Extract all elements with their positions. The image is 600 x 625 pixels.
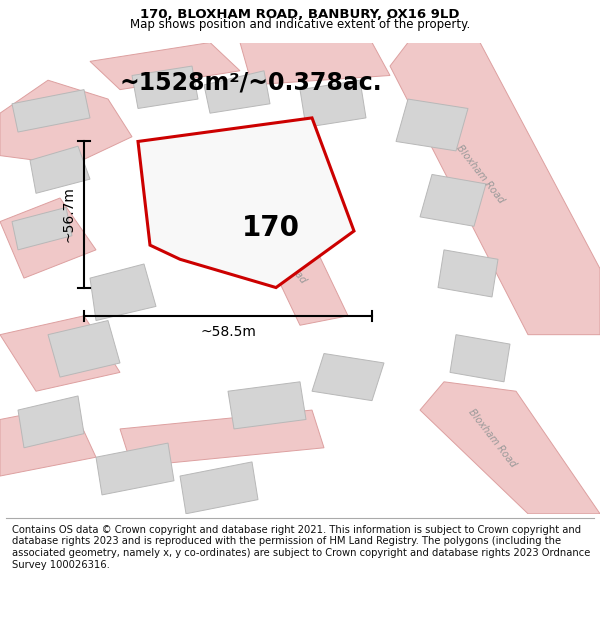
Polygon shape bbox=[90, 264, 156, 321]
Polygon shape bbox=[228, 382, 306, 429]
Polygon shape bbox=[312, 354, 384, 401]
Polygon shape bbox=[180, 462, 258, 514]
Polygon shape bbox=[228, 165, 348, 325]
Polygon shape bbox=[30, 146, 90, 193]
Text: Map shows position and indicative extent of the property.: Map shows position and indicative extent… bbox=[130, 18, 470, 31]
Polygon shape bbox=[420, 382, 600, 514]
Polygon shape bbox=[0, 316, 120, 391]
Polygon shape bbox=[12, 208, 72, 250]
Polygon shape bbox=[240, 42, 390, 85]
Polygon shape bbox=[204, 71, 270, 113]
Polygon shape bbox=[438, 250, 498, 297]
Polygon shape bbox=[96, 443, 174, 495]
Polygon shape bbox=[396, 99, 468, 151]
Text: Bloxham Road: Bloxham Road bbox=[466, 408, 518, 469]
Polygon shape bbox=[132, 66, 198, 109]
Polygon shape bbox=[300, 80, 366, 128]
Polygon shape bbox=[390, 42, 600, 334]
Polygon shape bbox=[0, 80, 132, 165]
Polygon shape bbox=[90, 42, 240, 89]
Polygon shape bbox=[420, 174, 486, 226]
Polygon shape bbox=[48, 321, 120, 377]
Text: Contains OS data © Crown copyright and database right 2021. This information is : Contains OS data © Crown copyright and d… bbox=[12, 525, 590, 569]
Text: 170, BLOXHAM ROAD, BANBURY, OX16 9LD: 170, BLOXHAM ROAD, BANBURY, OX16 9LD bbox=[140, 8, 460, 21]
Polygon shape bbox=[18, 396, 84, 448]
Text: ~56.7m: ~56.7m bbox=[61, 187, 75, 242]
Text: ~1528m²/~0.378ac.: ~1528m²/~0.378ac. bbox=[120, 71, 383, 95]
Polygon shape bbox=[0, 406, 96, 476]
Text: 170: 170 bbox=[242, 214, 300, 242]
Text: ~58.5m: ~58.5m bbox=[200, 325, 256, 339]
Polygon shape bbox=[450, 334, 510, 382]
Polygon shape bbox=[138, 118, 354, 288]
Text: Bloxham Road: Bloxham Road bbox=[256, 224, 308, 286]
Polygon shape bbox=[0, 198, 96, 278]
Polygon shape bbox=[12, 89, 90, 132]
Text: Bloxham Road: Bloxham Road bbox=[454, 143, 506, 206]
Polygon shape bbox=[120, 410, 324, 467]
